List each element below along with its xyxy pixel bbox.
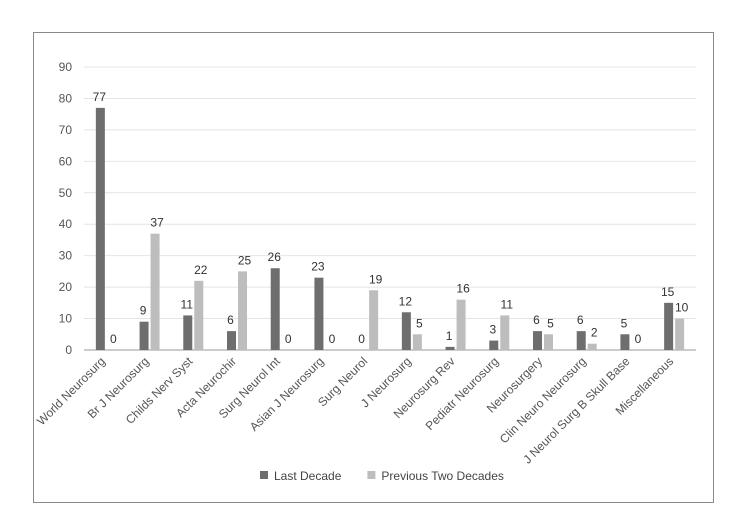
bar-previous-two-decades	[456, 299, 466, 350]
y-tick-label: 60	[59, 154, 73, 168]
legend-swatch	[260, 471, 268, 479]
data-label: 11	[181, 297, 194, 311]
data-label: 16	[456, 282, 470, 296]
bar-last-decade	[314, 277, 324, 350]
data-label: 3	[489, 323, 496, 337]
y-tick-label: 30	[59, 249, 73, 263]
data-label: 12	[399, 294, 413, 308]
bar-previous-two-decades	[150, 233, 160, 350]
bar-previous-two-decades	[369, 290, 379, 350]
y-tick-label: 80	[59, 91, 73, 105]
bar-last-decade	[183, 315, 193, 350]
bar-previous-two-decades	[412, 334, 422, 350]
bar-last-decade	[489, 340, 499, 350]
bar-last-decade	[270, 268, 280, 350]
data-label: 6	[227, 313, 234, 327]
data-label: 6	[577, 313, 584, 327]
y-tick-label: 10	[59, 312, 73, 326]
data-label: 0	[285, 332, 292, 346]
data-label: 2	[591, 326, 598, 340]
data-label: 77	[93, 90, 107, 104]
x-tick-label: Pediatr Neurosurg	[423, 354, 502, 433]
data-label: 23	[311, 260, 325, 274]
y-tick-label: 70	[59, 123, 73, 137]
data-label: 26	[268, 250, 282, 264]
y-tick-label: 50	[59, 186, 73, 200]
legend-label: Last Decade	[274, 469, 342, 483]
data-label: 1	[446, 329, 453, 343]
y-tick-label: 90	[59, 60, 73, 74]
data-label: 6	[533, 313, 540, 327]
data-label: 22	[194, 263, 208, 277]
bar-previous-two-decades	[544, 334, 553, 350]
data-label: 10	[675, 301, 689, 315]
y-tick-label: 0	[65, 343, 72, 357]
bar-last-decade	[139, 321, 149, 350]
bar-last-decade	[445, 346, 455, 350]
data-label: 25	[238, 253, 252, 267]
legend-label: Previous Two Decades	[381, 469, 504, 483]
y-axis: 0 10 20 30 40 50 60 70 80 90	[59, 60, 73, 357]
bar-last-decade	[95, 107, 105, 350]
bars	[95, 107, 685, 350]
data-label: 0	[329, 332, 336, 346]
bar-previous-two-decades	[587, 343, 597, 350]
data-label: 19	[369, 272, 383, 286]
bar-last-decade	[664, 302, 674, 350]
bar-previous-two-decades	[238, 271, 247, 350]
legend: Last Decade Previous Two Decades	[260, 469, 504, 483]
bar-previous-two-decades	[500, 315, 510, 350]
bar-last-decade	[533, 331, 542, 350]
data-label: 0	[110, 332, 117, 346]
data-label: 5	[547, 316, 554, 330]
legend-swatch	[367, 471, 376, 479]
bar-last-decade	[576, 331, 586, 350]
x-tick-label: Clin Neuro Neurosurg	[497, 354, 589, 446]
data-label: 9	[140, 304, 147, 318]
bar-last-decade	[227, 331, 236, 350]
data-label: 0	[635, 332, 642, 346]
gridlines	[84, 66, 696, 351]
data-label: 0	[358, 332, 365, 346]
bar-last-decade	[401, 312, 411, 350]
y-tick-label: 20	[59, 280, 73, 294]
data-label: 15	[661, 285, 675, 299]
chart-frame: 0 10 20 30 40 50 60 70 80 90 77 0 9 37 11 22 6 25 26 0 23 0 0…	[33, 32, 714, 503]
y-tick-label: 40	[59, 217, 73, 231]
data-label: 11	[501, 297, 514, 311]
data-label: 37	[150, 216, 164, 230]
bar-last-decade	[620, 334, 630, 350]
data-label: 5	[621, 316, 628, 330]
bar-previous-two-decades	[675, 318, 685, 350]
data-label: 5	[416, 316, 423, 330]
x-tick-label: Asian J Neurosurg	[247, 354, 327, 434]
bar-previous-two-decades	[194, 280, 204, 350]
